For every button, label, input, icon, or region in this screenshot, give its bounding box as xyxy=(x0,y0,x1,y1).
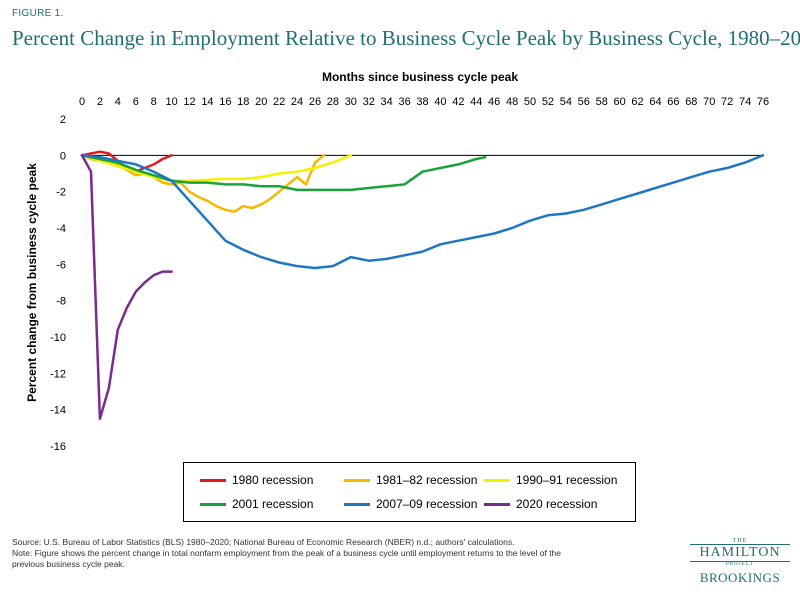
note-text: Note: Figure shows the percent change in… xyxy=(12,548,562,569)
x-tick-label: 0 xyxy=(79,96,85,108)
x-tick-label: 22 xyxy=(273,96,285,108)
legend-item-1990: 1990–91 recession xyxy=(484,473,617,487)
x-tick-label: 58 xyxy=(596,96,608,108)
legend-label-2007: 2007–09 recession xyxy=(376,497,478,511)
legend-label-1981: 1981–82 recession xyxy=(376,473,478,487)
x-tick-label: 26 xyxy=(309,96,321,108)
legend-swatch-2020 xyxy=(484,502,510,506)
legend-swatch-2007 xyxy=(344,502,370,506)
x-tick-label: 74 xyxy=(739,96,751,108)
legend-item-2007: 2007–09 recession xyxy=(344,497,477,511)
x-tick-label: 70 xyxy=(703,96,715,108)
x-tick-label: 6 xyxy=(133,96,139,108)
x-tick-label: 18 xyxy=(237,96,249,108)
figure-label: FIGURE 1. xyxy=(12,8,64,19)
x-tick-label: 72 xyxy=(721,96,733,108)
x-tick-label: 50 xyxy=(524,96,536,108)
legend-item-2020: 2020 recession xyxy=(484,497,597,511)
y-axis-title: Percent change from business cycle peak xyxy=(25,163,39,402)
x-tick-label: 20 xyxy=(255,96,267,108)
y-tick-label: -14 xyxy=(50,405,66,417)
x-tick-label: 62 xyxy=(631,96,643,108)
legend-item-1981: 1981–82 recession xyxy=(344,473,477,487)
legend-item-1980: 1980 recession xyxy=(200,473,313,487)
y-tick-label: -6 xyxy=(56,259,66,271)
legend-label-2020: 2020 recession xyxy=(516,497,598,511)
legend-label-1980: 1980 recession xyxy=(232,473,314,487)
x-tick-label: 32 xyxy=(363,96,375,108)
y-tick-label: 2 xyxy=(60,114,66,126)
legend-swatch-1980 xyxy=(200,478,226,482)
y-tick-label: -8 xyxy=(56,296,66,308)
series-line-6 xyxy=(80,154,173,421)
x-tick-label: 30 xyxy=(345,96,357,108)
y-tick-label: -4 xyxy=(56,223,66,235)
x-tick-label: 24 xyxy=(291,96,303,108)
x-tick-label: 76 xyxy=(757,96,769,108)
series-line-3 xyxy=(80,154,353,183)
legend-swatch-2001 xyxy=(200,502,226,506)
brookings-logo: BROOKINGS xyxy=(699,570,781,585)
x-tick-label: 54 xyxy=(560,96,572,108)
y-tick-label: -10 xyxy=(50,332,66,344)
x-tick-label: 34 xyxy=(381,96,393,108)
x-tick-label: 4 xyxy=(115,96,121,108)
legend-label-1990: 1990–91 recession xyxy=(516,473,618,487)
legend-item-2001: 2001 recession xyxy=(200,497,313,511)
x-tick-label: 36 xyxy=(398,96,410,108)
chart-legend: 1980 recession 1981–82 recession 1990–91… xyxy=(183,462,636,522)
logo-the: THE xyxy=(732,538,748,544)
source-notes: Source: U.S. Bureau of Labor Statistics … xyxy=(12,537,572,570)
legend-label-2001: 2001 recession xyxy=(232,497,314,511)
x-tick-label: 66 xyxy=(667,96,679,108)
x-tick-label: 46 xyxy=(488,96,500,108)
x-tick-label: 38 xyxy=(416,96,428,108)
x-tick-label: 40 xyxy=(434,96,446,108)
logo-project: PROJECT xyxy=(725,562,755,567)
logo-hamilton: HAMILTON xyxy=(690,544,790,562)
y-tick-label: 0 xyxy=(60,150,66,162)
x-tick-label: 8 xyxy=(151,96,157,108)
y-tick-label: -2 xyxy=(56,187,66,199)
x-tick-label: 60 xyxy=(614,96,626,108)
x-tick-label: 56 xyxy=(578,96,590,108)
x-tick-label: 52 xyxy=(542,96,554,108)
x-tick-label: 42 xyxy=(452,96,464,108)
y-tick-label: -12 xyxy=(50,368,66,380)
x-tick-label: 16 xyxy=(219,96,231,108)
legend-swatch-1981 xyxy=(344,478,370,482)
series-line-5 xyxy=(80,154,765,270)
source-text: Source: U.S. Bureau of Labor Statistics … xyxy=(12,537,515,547)
figure-title: Percent Change in Employment Relative to… xyxy=(12,26,800,50)
x-tick-label: 12 xyxy=(183,96,195,108)
x-tick-label: 14 xyxy=(201,96,213,108)
x-tick-label: 48 xyxy=(506,96,518,108)
series-line-4 xyxy=(80,154,487,192)
x-tick-label: 2 xyxy=(97,96,103,108)
x-tick-label: 64 xyxy=(649,96,661,108)
y-tick-label: -16 xyxy=(50,441,66,453)
x-tick-label: 28 xyxy=(327,96,339,108)
legend-swatch-1990 xyxy=(484,478,510,482)
x-axis-title: Months since business cycle peak xyxy=(321,70,519,84)
x-tick-label: 10 xyxy=(165,96,177,108)
x-tick-label: 68 xyxy=(685,96,697,108)
x-tick-label: 44 xyxy=(470,96,482,108)
hamilton-project-logo: THE HAMILTON PROJECT xyxy=(690,538,790,567)
